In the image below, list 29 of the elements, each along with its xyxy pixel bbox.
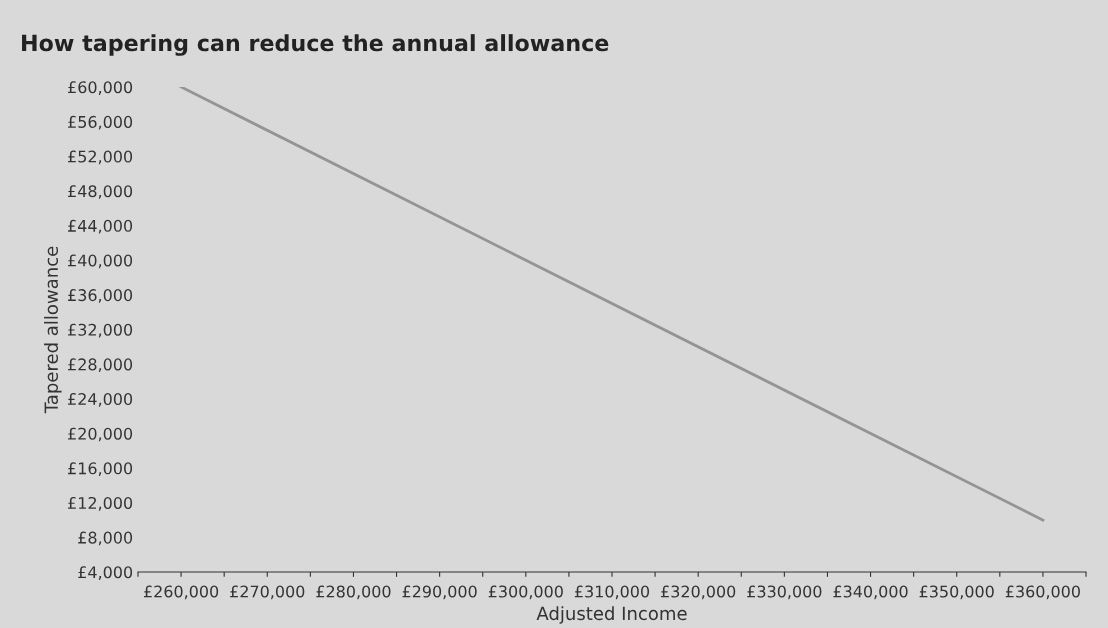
x-axis-title: Adjusted Income: [536, 606, 687, 624]
x-tick-label: £280,000: [316, 585, 391, 600]
y-tick-label: £24,000: [68, 393, 133, 407]
y-tick-label: £60,000: [68, 81, 133, 95]
y-tick-label: £8,000: [78, 531, 133, 546]
x-tick-label: £290,000: [402, 585, 477, 600]
x-tick-label: £350,000: [919, 585, 994, 600]
chart-title: How tapering can reduce the annual allowance: [22, 34, 609, 56]
x-tick-label: £300,000: [488, 585, 563, 600]
y-axis-title: Tapered allowance: [44, 246, 62, 414]
y-tick-label: £56,000: [68, 115, 133, 130]
y-tick-label: £28,000: [68, 358, 133, 373]
x-tick-label: £270,000: [230, 585, 305, 600]
y-tick-label: £48,000: [68, 185, 133, 199]
y-tick-label: £36,000: [68, 289, 133, 303]
x-tick-label: £260,000: [143, 585, 219, 600]
x-tick-label: £310,000: [574, 585, 650, 600]
y-tick-label: £44,000: [68, 219, 133, 234]
x-tick-label: £360,000: [1005, 585, 1080, 600]
y-tick-label: £4,000: [78, 566, 133, 580]
y-tick-label: £52,000: [68, 150, 133, 165]
y-tick-label: £12,000: [68, 496, 133, 511]
x-tick-label: £340,000: [833, 585, 908, 600]
y-tick-label: £40,000: [68, 254, 133, 269]
y-tick-label: £16,000: [68, 462, 133, 476]
y-tick-label: £20,000: [68, 427, 133, 442]
y-tick-label: £32,000: [68, 323, 133, 338]
x-tick-label: £330,000: [747, 585, 822, 600]
x-tick-label: £320,000: [661, 585, 736, 600]
